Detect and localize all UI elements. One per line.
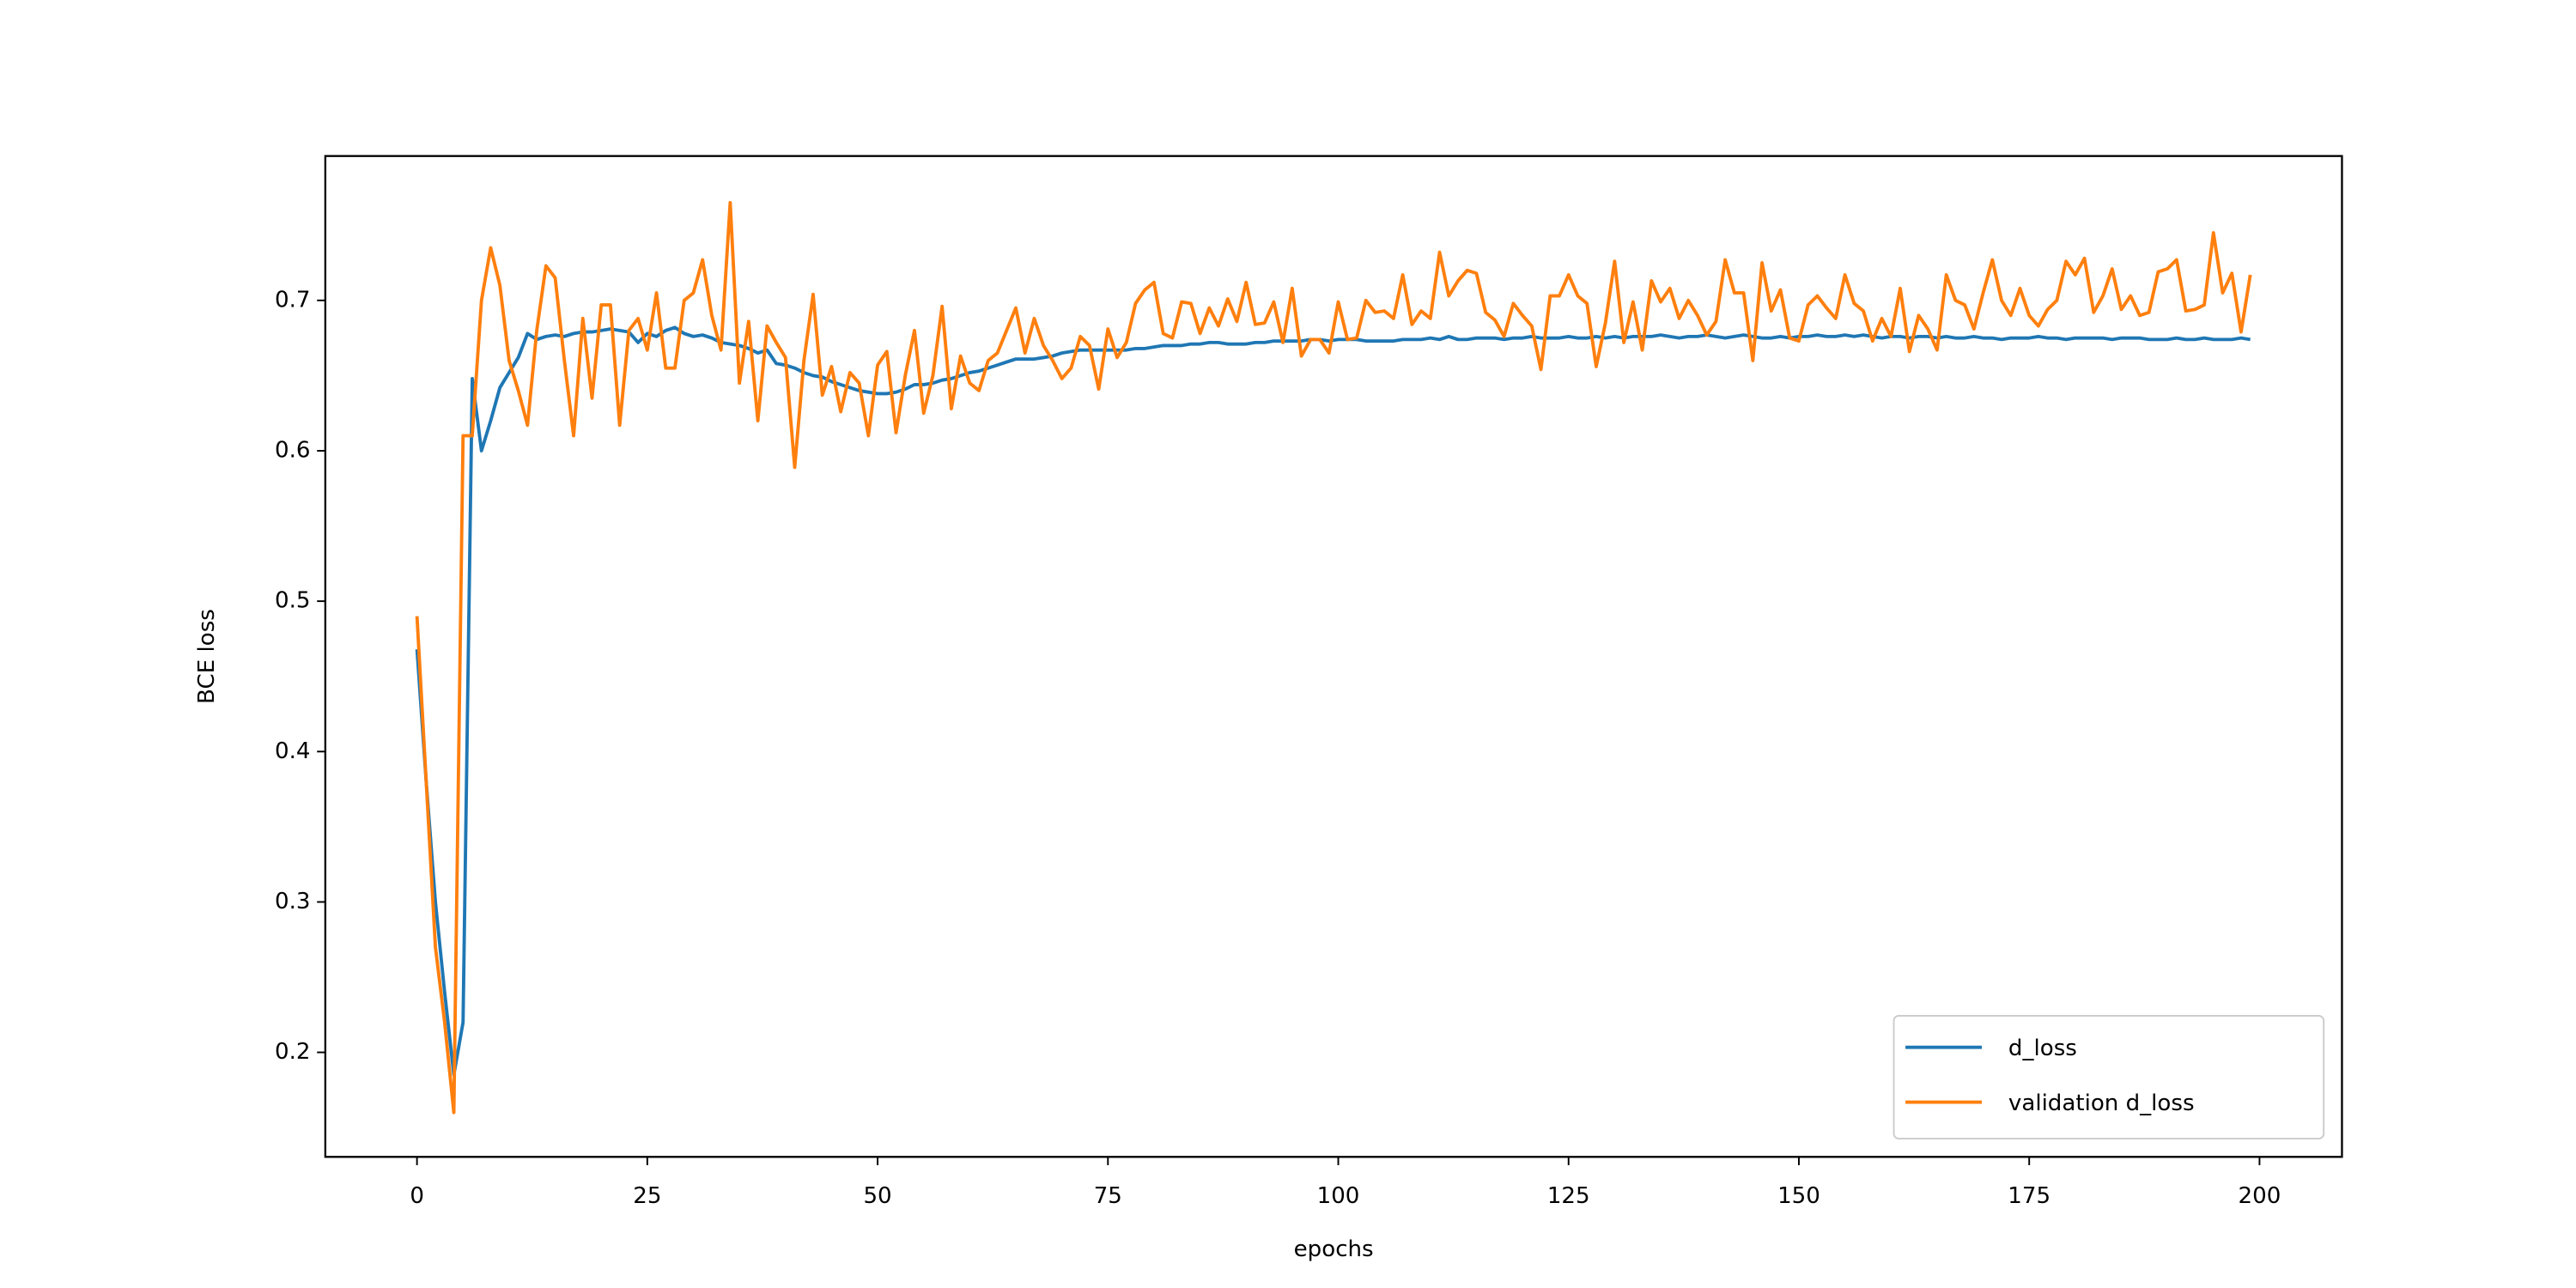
- x-tick-label: 25: [633, 1183, 661, 1209]
- plot-frame: [324, 155, 2343, 1158]
- y-tick-label: 0.3: [275, 889, 310, 914]
- legend-box: [1893, 1015, 2325, 1139]
- legend-label: validation d_loss: [2008, 1091, 2195, 1116]
- y-tick-label: 0.6: [275, 437, 310, 463]
- data-line: [415, 201, 2252, 1115]
- x-tick-label: 200: [2239, 1183, 2281, 1209]
- y-tick-label: 0.7: [275, 287, 310, 313]
- y-axis-label: BCE loss: [194, 609, 220, 704]
- x-tick-label: 0: [410, 1183, 424, 1209]
- x-tick-label: 75: [1094, 1183, 1122, 1209]
- x-tick-label: 125: [1547, 1183, 1590, 1209]
- y-tick-label: 0.5: [275, 588, 310, 614]
- legend-label: d_loss: [2008, 1036, 2077, 1061]
- x-tick-label: 100: [1317, 1183, 1360, 1209]
- x-tick-label: 175: [2008, 1183, 2050, 1209]
- y-tick-label: 0.2: [275, 1039, 310, 1065]
- y-tick-label: 0.4: [275, 738, 310, 764]
- x-tick-label: 150: [1777, 1183, 1820, 1209]
- x-axis-label: epochs: [1294, 1236, 1374, 1262]
- x-tick-label: 50: [863, 1183, 891, 1209]
